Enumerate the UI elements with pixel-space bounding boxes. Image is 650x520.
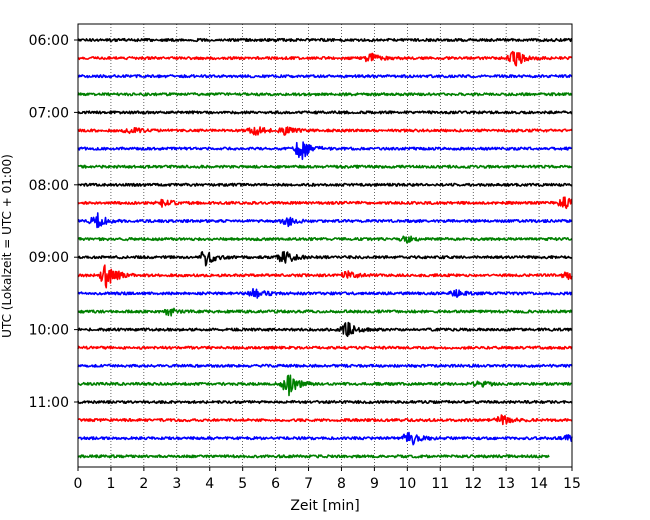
trace-line (77, 164, 573, 169)
trace-line (77, 321, 573, 338)
trace-line (77, 196, 573, 210)
x-tick-label: 6 (271, 476, 280, 492)
x-tick-label: 2 (139, 476, 148, 492)
trace-line (77, 141, 573, 161)
trace-line (77, 74, 573, 79)
x-tick-label: 12 (464, 476, 482, 492)
x-tick-label: 15 (563, 476, 581, 492)
trace-line (77, 182, 573, 187)
trace-line (77, 110, 573, 115)
trace-line (77, 37, 573, 43)
x-tick-label: 1 (106, 476, 115, 492)
trace-line (77, 264, 573, 289)
trace-line (77, 92, 573, 97)
trace-line (77, 431, 573, 446)
y-tick-label: 07:00 (29, 105, 69, 121)
x-tick-label: 5 (238, 476, 247, 492)
x-axis: 0 1 2 3 4 5 6 7 8 9 10 11 12 13 14 15 (74, 467, 581, 492)
y-axis: 06:00 07:00 08:00 09:00 10:00 11:00 (29, 33, 78, 411)
trace-line (77, 345, 573, 350)
x-tick-label: 10 (398, 476, 416, 492)
trace-line (77, 287, 573, 299)
x-axis-label: Zeit [min] (290, 498, 359, 514)
y-tick-label: 11:00 (29, 395, 69, 411)
trace-line (77, 454, 550, 459)
trace-line (77, 250, 573, 267)
trace-line (77, 399, 573, 405)
plot-frame (77, 23, 573, 468)
y-tick-label: 10:00 (29, 323, 69, 339)
x-tick-label: 8 (337, 476, 346, 492)
x-tick-label: 9 (370, 476, 379, 492)
x-tick-label: 7 (304, 476, 313, 492)
trace-line (77, 414, 573, 426)
y-tick-label: 09:00 (29, 250, 69, 266)
y-tick-label: 08:00 (29, 178, 69, 194)
x-tick-label: 0 (74, 476, 83, 492)
trace-line (77, 212, 573, 229)
x-tick-label: 13 (497, 476, 515, 492)
x-tick-label: 3 (172, 476, 181, 492)
trace-group (77, 37, 573, 459)
trace-line (77, 307, 573, 317)
trace-line (77, 50, 573, 67)
x-tick-label: 11 (431, 476, 449, 492)
x-tick-label: 4 (205, 476, 214, 492)
x-tick-label: 14 (530, 476, 548, 492)
trace-line (77, 126, 573, 136)
trace-line (77, 235, 573, 244)
trace-line (77, 363, 573, 368)
y-axis-label: UTC (Lokalzeit = UTC + 01:00) (0, 154, 14, 338)
trace-line (77, 374, 573, 397)
y-tick-label: 06:00 (29, 33, 69, 49)
